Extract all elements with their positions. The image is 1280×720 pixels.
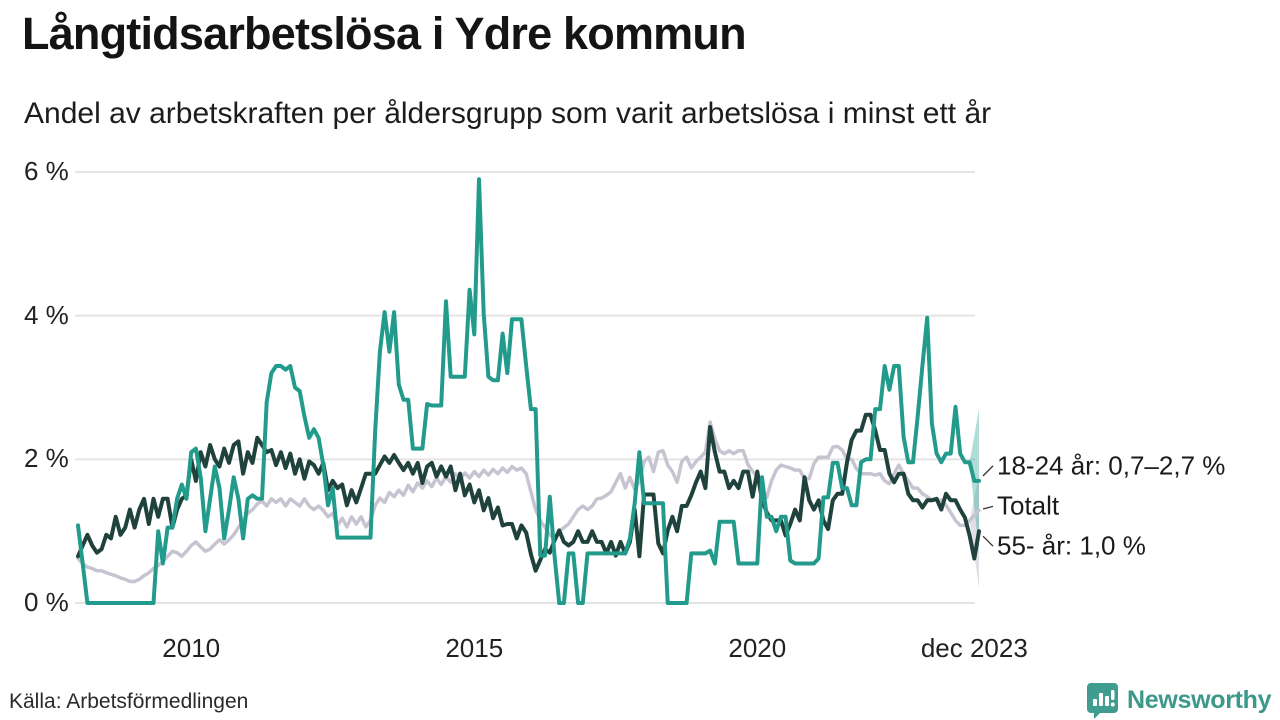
y-tick-label-0: 0 % — [24, 586, 69, 617]
leader-line-55- år — [982, 535, 994, 547]
series-label-18-24 år: 18-24 år: 0,7–2,7 % — [997, 450, 1226, 481]
y-tick-label-6: 6 % — [24, 155, 69, 186]
uncertainty-band-Totalt — [969, 473, 980, 589]
page-title: Långtidsarbetslösa i Ydre kommun — [22, 8, 747, 59]
brand-logo: Newsworthy — [1086, 681, 1276, 719]
x-tick-label-2020: 2020 — [728, 633, 787, 663]
source-note: Källa: Arbetsförmedlingen — [9, 690, 249, 713]
leader-line-18-24 år — [982, 465, 994, 477]
y-tick-label-4: 4 % — [24, 299, 69, 330]
x-tick-label-2015: 2015 — [445, 633, 504, 663]
speech-bubble-bar-chart-icon — [1087, 682, 1118, 719]
series-label-Totalt: Totalt — [997, 490, 1060, 521]
x-tick-label-dec-2023: dec 2023 — [920, 633, 1028, 663]
series-label-55- år: 55- år: 1,0 % — [997, 530, 1146, 561]
y-tick-label-2: 2 % — [24, 443, 69, 474]
x-tick-label-2010: 2010 — [162, 633, 221, 663]
series-line-Totalt — [76, 420, 981, 584]
brand-name: Newsworthy — [1127, 685, 1272, 714]
page-subtitle: Andel av arbetskraften per åldersgrupp s… — [24, 97, 992, 130]
series-line-18-24 år — [76, 177, 981, 605]
series-line-55- år — [76, 412, 981, 573]
leader-line-Totalt — [982, 505, 994, 510]
